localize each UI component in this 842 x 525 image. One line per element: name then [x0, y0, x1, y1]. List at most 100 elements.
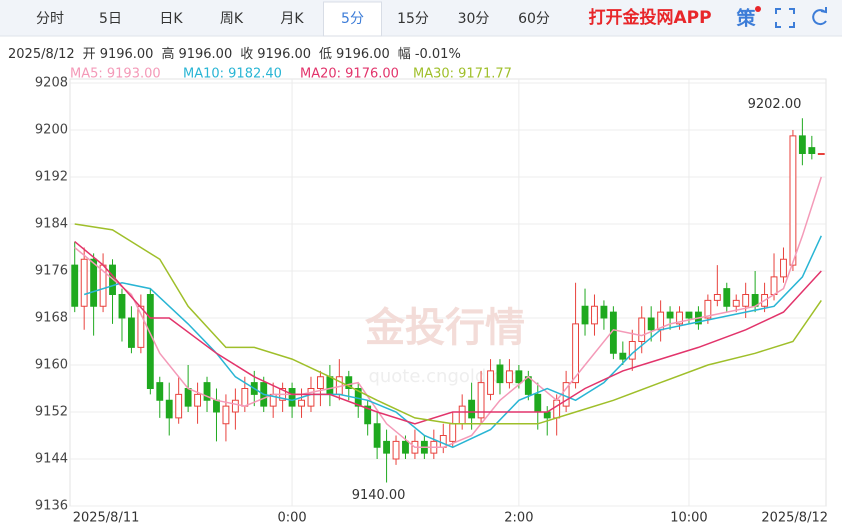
candle-body — [666, 311, 674, 319]
legend-ma10: MA10: 9182.40 — [183, 67, 282, 82]
watermark-brand: 金投行情 — [364, 305, 525, 351]
info-date: 2025/8/12 — [8, 47, 75, 62]
candle-body — [184, 388, 192, 407]
candle-body — [241, 388, 249, 407]
candle-body — [449, 423, 457, 442]
candle-body — [553, 399, 561, 419]
candle-body — [581, 305, 589, 325]
candle-body — [591, 305, 598, 325]
candle-body — [704, 299, 712, 319]
candle-body — [203, 382, 211, 401]
candle-body — [789, 135, 797, 266]
x-tick-label: 2025/8/11 — [73, 511, 140, 525]
candle-body — [817, 153, 825, 155]
info-value: -0.01% — [415, 47, 461, 62]
candle-body — [326, 376, 334, 395]
plot-frame — [69, 78, 827, 507]
ma-line — [74, 176, 823, 449]
x-tick-label: 2025/8/12 — [761, 511, 828, 525]
tab-bar — [0, 0, 842, 36]
tab[interactable]: 日K — [159, 11, 183, 27]
candle-body — [402, 440, 409, 454]
y-tick-label: 9160 — [35, 358, 68, 373]
candle-body — [307, 388, 315, 407]
x-tick-label: 10:00 — [670, 511, 707, 525]
y-tick-label: 9152 — [35, 405, 68, 420]
info-label: 开 — [83, 47, 96, 62]
candle-body — [534, 393, 542, 413]
candle-body — [505, 370, 513, 384]
candle-body — [798, 135, 806, 154]
candle-body — [647, 317, 655, 331]
refresh-icon[interactable] — [812, 7, 827, 26]
tab[interactable]: 分时 — [36, 11, 64, 27]
info-label: 低 — [319, 47, 332, 62]
candle-body — [439, 435, 447, 448]
candle-body — [770, 276, 778, 295]
info-label: 高 — [161, 46, 174, 62]
promo[interactable]: 打开金投网APP — [588, 7, 711, 28]
tab[interactable]: 5日 — [99, 11, 122, 27]
candle-body — [127, 317, 135, 348]
info-label: 幅 — [398, 47, 411, 62]
candle-body — [543, 411, 551, 419]
y-tick-label: 9168 — [35, 311, 68, 326]
tab[interactable]: 5分 — [341, 11, 364, 27]
y-tick-label: 9144 — [35, 452, 68, 467]
candle-body — [600, 305, 608, 319]
info-value: 9196.00 — [257, 47, 311, 62]
badge-dot — [755, 6, 761, 12]
candle-body — [572, 323, 580, 384]
candle-body — [222, 405, 230, 425]
candle-body — [638, 317, 646, 342]
active-tab-bg — [323, 1, 382, 37]
legend-ma30: MA30: 9171.77 — [413, 67, 512, 82]
high-label: 9202.00 — [748, 97, 802, 112]
ma-line — [74, 241, 822, 425]
ma-line — [74, 223, 822, 425]
ma-line — [83, 235, 822, 449]
x-tick-label: 0:00 — [277, 511, 306, 525]
strategy-button[interactable]: 策 — [736, 7, 756, 30]
fullscreen-icon[interactable] — [775, 8, 795, 28]
candle-body — [316, 376, 324, 389]
candle-body — [175, 393, 183, 419]
y-tick-label: 9200 — [35, 123, 68, 138]
info-value: 9196.00 — [100, 47, 154, 62]
candle-body — [723, 288, 731, 307]
candle-body — [71, 264, 79, 307]
candle-body — [118, 294, 126, 319]
candle-body — [231, 399, 239, 413]
y-tick-label: 9176 — [35, 264, 68, 279]
info-line: 2025/8/12 开 9196.00 高 9196.00 收 9196.00 低 9196.0… — [8, 46, 461, 62]
candle-body — [298, 399, 305, 407]
x-tick-label: 2:00 — [504, 511, 533, 525]
tab[interactable]: 15分 — [397, 11, 429, 27]
info-value: 9196.00 — [336, 47, 390, 62]
candle-body — [165, 399, 173, 419]
candle-body — [468, 399, 476, 419]
candle-body — [213, 399, 220, 413]
candle-body — [364, 405, 372, 425]
candle-body — [619, 352, 627, 360]
candle-body — [90, 258, 98, 307]
legend-ma20: MA20: 9176.00 — [300, 67, 399, 82]
y-tick-label: 9208 — [35, 76, 68, 91]
candle-body — [496, 364, 504, 384]
candle-body — [345, 376, 353, 389]
tab[interactable]: 60分 — [518, 11, 550, 27]
legend-ma5: MA5: 9193.00 — [70, 67, 161, 82]
candle-body — [383, 440, 391, 454]
candle-body — [713, 294, 721, 301]
candle-body — [458, 405, 466, 425]
candle-body — [780, 258, 787, 278]
candle-body — [288, 388, 296, 407]
tab[interactable]: 周K — [220, 11, 244, 27]
candle-body — [732, 299, 740, 307]
low-label: 9140.00 — [352, 488, 406, 503]
tab[interactable]: 月K — [280, 11, 304, 27]
info-value: 9196.00 — [178, 47, 232, 62]
tab[interactable]: 30分 — [458, 11, 490, 27]
candle-body — [194, 393, 202, 407]
